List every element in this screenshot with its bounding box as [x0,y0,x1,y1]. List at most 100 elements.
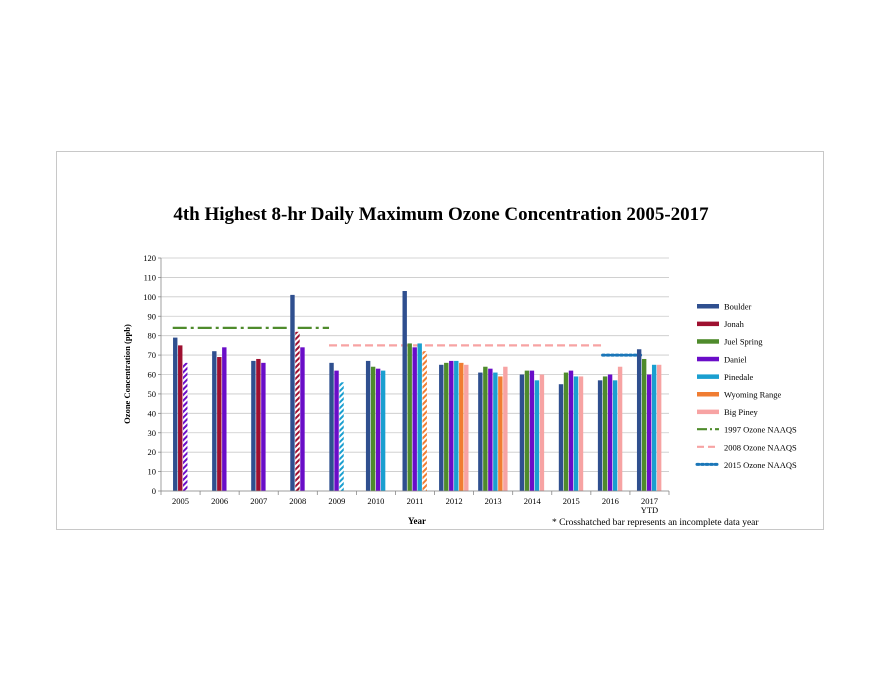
legend-label-juel-spring: Juel Spring [724,337,763,347]
y-tick-label: 120 [143,253,156,263]
bar-juel-spring [563,372,569,491]
x-tick-label: 2005 [172,496,189,506]
legend-swatch-juel-spring [697,339,719,344]
x-tick-label: 2014 [524,496,542,506]
bar-pinedale [380,370,386,491]
legend-label-jonah: Jonah [724,319,745,329]
bar-pinedale [417,343,422,491]
x-tick-label: 2009 [328,496,345,506]
legend-label-daniel: Daniel [724,354,747,364]
bar-pinedale [612,380,618,491]
y-tick-label: 110 [144,272,156,282]
bar-daniel [529,370,535,491]
reference-lines [172,326,644,357]
bar-juel-spring [524,370,530,491]
legend-label-boulder: Boulder [724,302,752,312]
bar-daniel [261,362,266,491]
bar-jonah [295,331,300,491]
bar-big-piney [578,376,584,491]
bar-boulder [478,372,483,491]
bar-wyoming-range [459,362,464,491]
bar-daniel [300,347,305,491]
bar-juel-spring [641,358,647,491]
y-tick-label: 30 [148,428,157,438]
bar-big-piney [617,366,623,491]
bar-boulder [519,374,525,491]
legend-swatch-pinedale [697,374,719,379]
x-tick-label: 2013 [485,496,502,506]
x-tick-label: 2006 [211,496,228,506]
legend-swatch-wyoming-range [697,392,719,397]
bar-pinedale [454,360,459,491]
legend-label-big-piney: Big Piney [724,407,759,417]
y-tick-label: 40 [148,408,157,418]
y-tick-label: 70 [148,350,157,360]
bar-pinedale [651,364,657,491]
legend-label-pinedale: Pinedale [724,372,753,382]
bar-big-piney [539,374,545,491]
bar-boulder [212,351,217,491]
bar-boulder [402,291,407,491]
x-tick-label: 2007 [250,496,267,506]
y-tick-label: 20 [148,447,157,457]
y-tick-label: 60 [148,370,157,380]
legend-swatch-big-piney [697,409,719,415]
bar-big-piney [503,366,508,491]
x-tick-label: 2008 [289,496,306,506]
x-tick-label: 2016 [602,496,619,506]
legend-label-wyoming-range: Wyoming Range [724,390,782,400]
bar-jonah [217,357,222,491]
bar-boulder [173,337,178,491]
bar-juel-spring [483,366,488,491]
bar-daniel [646,374,652,491]
bar-jonah [256,358,261,491]
bar-wyoming-range [498,376,503,491]
bar-jonah [178,345,183,491]
y-axis-title: Ozone Concentration (ppb) [122,324,132,424]
bar-boulder [365,360,371,491]
y-tick-label: 10 [148,467,157,477]
bar-daniel [375,368,381,491]
bar-boulder [251,360,256,491]
ozone-bar-chart: 0 10 20 30 40 50 60 70 80 90 100 110 120 2005 2006 2007… [122,253,797,528]
chart-frame: 4th Highest 8-hr Daily Maximum Ozone Con… [56,151,824,530]
legend-swatch-jonah [697,321,719,327]
y-tick-label: 50 [148,389,157,399]
legend: Boulder Jonah Juel Spring Daniel Pinedale Wyo… [695,302,797,470]
bar-juel-spring [370,366,376,491]
legend-swatch-boulder [697,304,719,309]
bar-boulder [636,349,642,491]
legend-label-1997-ozone-naaqs: 1997 Ozone NAAQS [724,425,797,435]
legend-swatch-daniel [697,356,719,362]
x-tick-label: YTD [641,505,658,515]
x-tick-label: 2010 [367,496,384,506]
bar-big-piney [464,364,469,491]
bar-boulder [439,364,444,491]
bar-pinedale [534,380,540,491]
bar-pinedale [493,372,498,491]
chart-title: 4th Highest 8-hr Daily Maximum Ozone Con… [173,204,709,225]
axes: 0 10 20 30 40 50 60 70 80 90 100 110 120 2005 2006 2007… [143,253,670,515]
y-tick-label: 0 [152,486,156,496]
bar-wyoming-range [422,351,427,491]
legend-label-2008-ozone-naaqs: 2008 Ozone NAAQS [724,442,797,452]
bar-daniel [568,370,574,491]
x-tick-label: 2011 [407,496,424,506]
bars [173,291,662,491]
y-tick-label: 90 [148,311,157,321]
x-tick-label: 2015 [563,496,580,506]
chart-note: * Crosshatched bar represents an incompl… [552,518,759,528]
bar-pinedale [573,376,579,491]
bar-daniel [412,347,417,491]
bar-big-piney [656,364,662,491]
legend-label-2015-ozone-naaqs: 2015 Ozone NAAQS [724,460,797,470]
bar-boulder [597,380,603,491]
bar-daniel [183,362,188,491]
x-axis-title: Year [408,516,426,526]
bar-juel-spring [602,376,608,491]
x-tick-label: 2012 [446,496,463,506]
bar-pinedale [339,382,344,491]
bar-daniel [607,374,613,491]
bar-boulder [290,294,295,491]
y-tick-label: 80 [148,331,157,341]
